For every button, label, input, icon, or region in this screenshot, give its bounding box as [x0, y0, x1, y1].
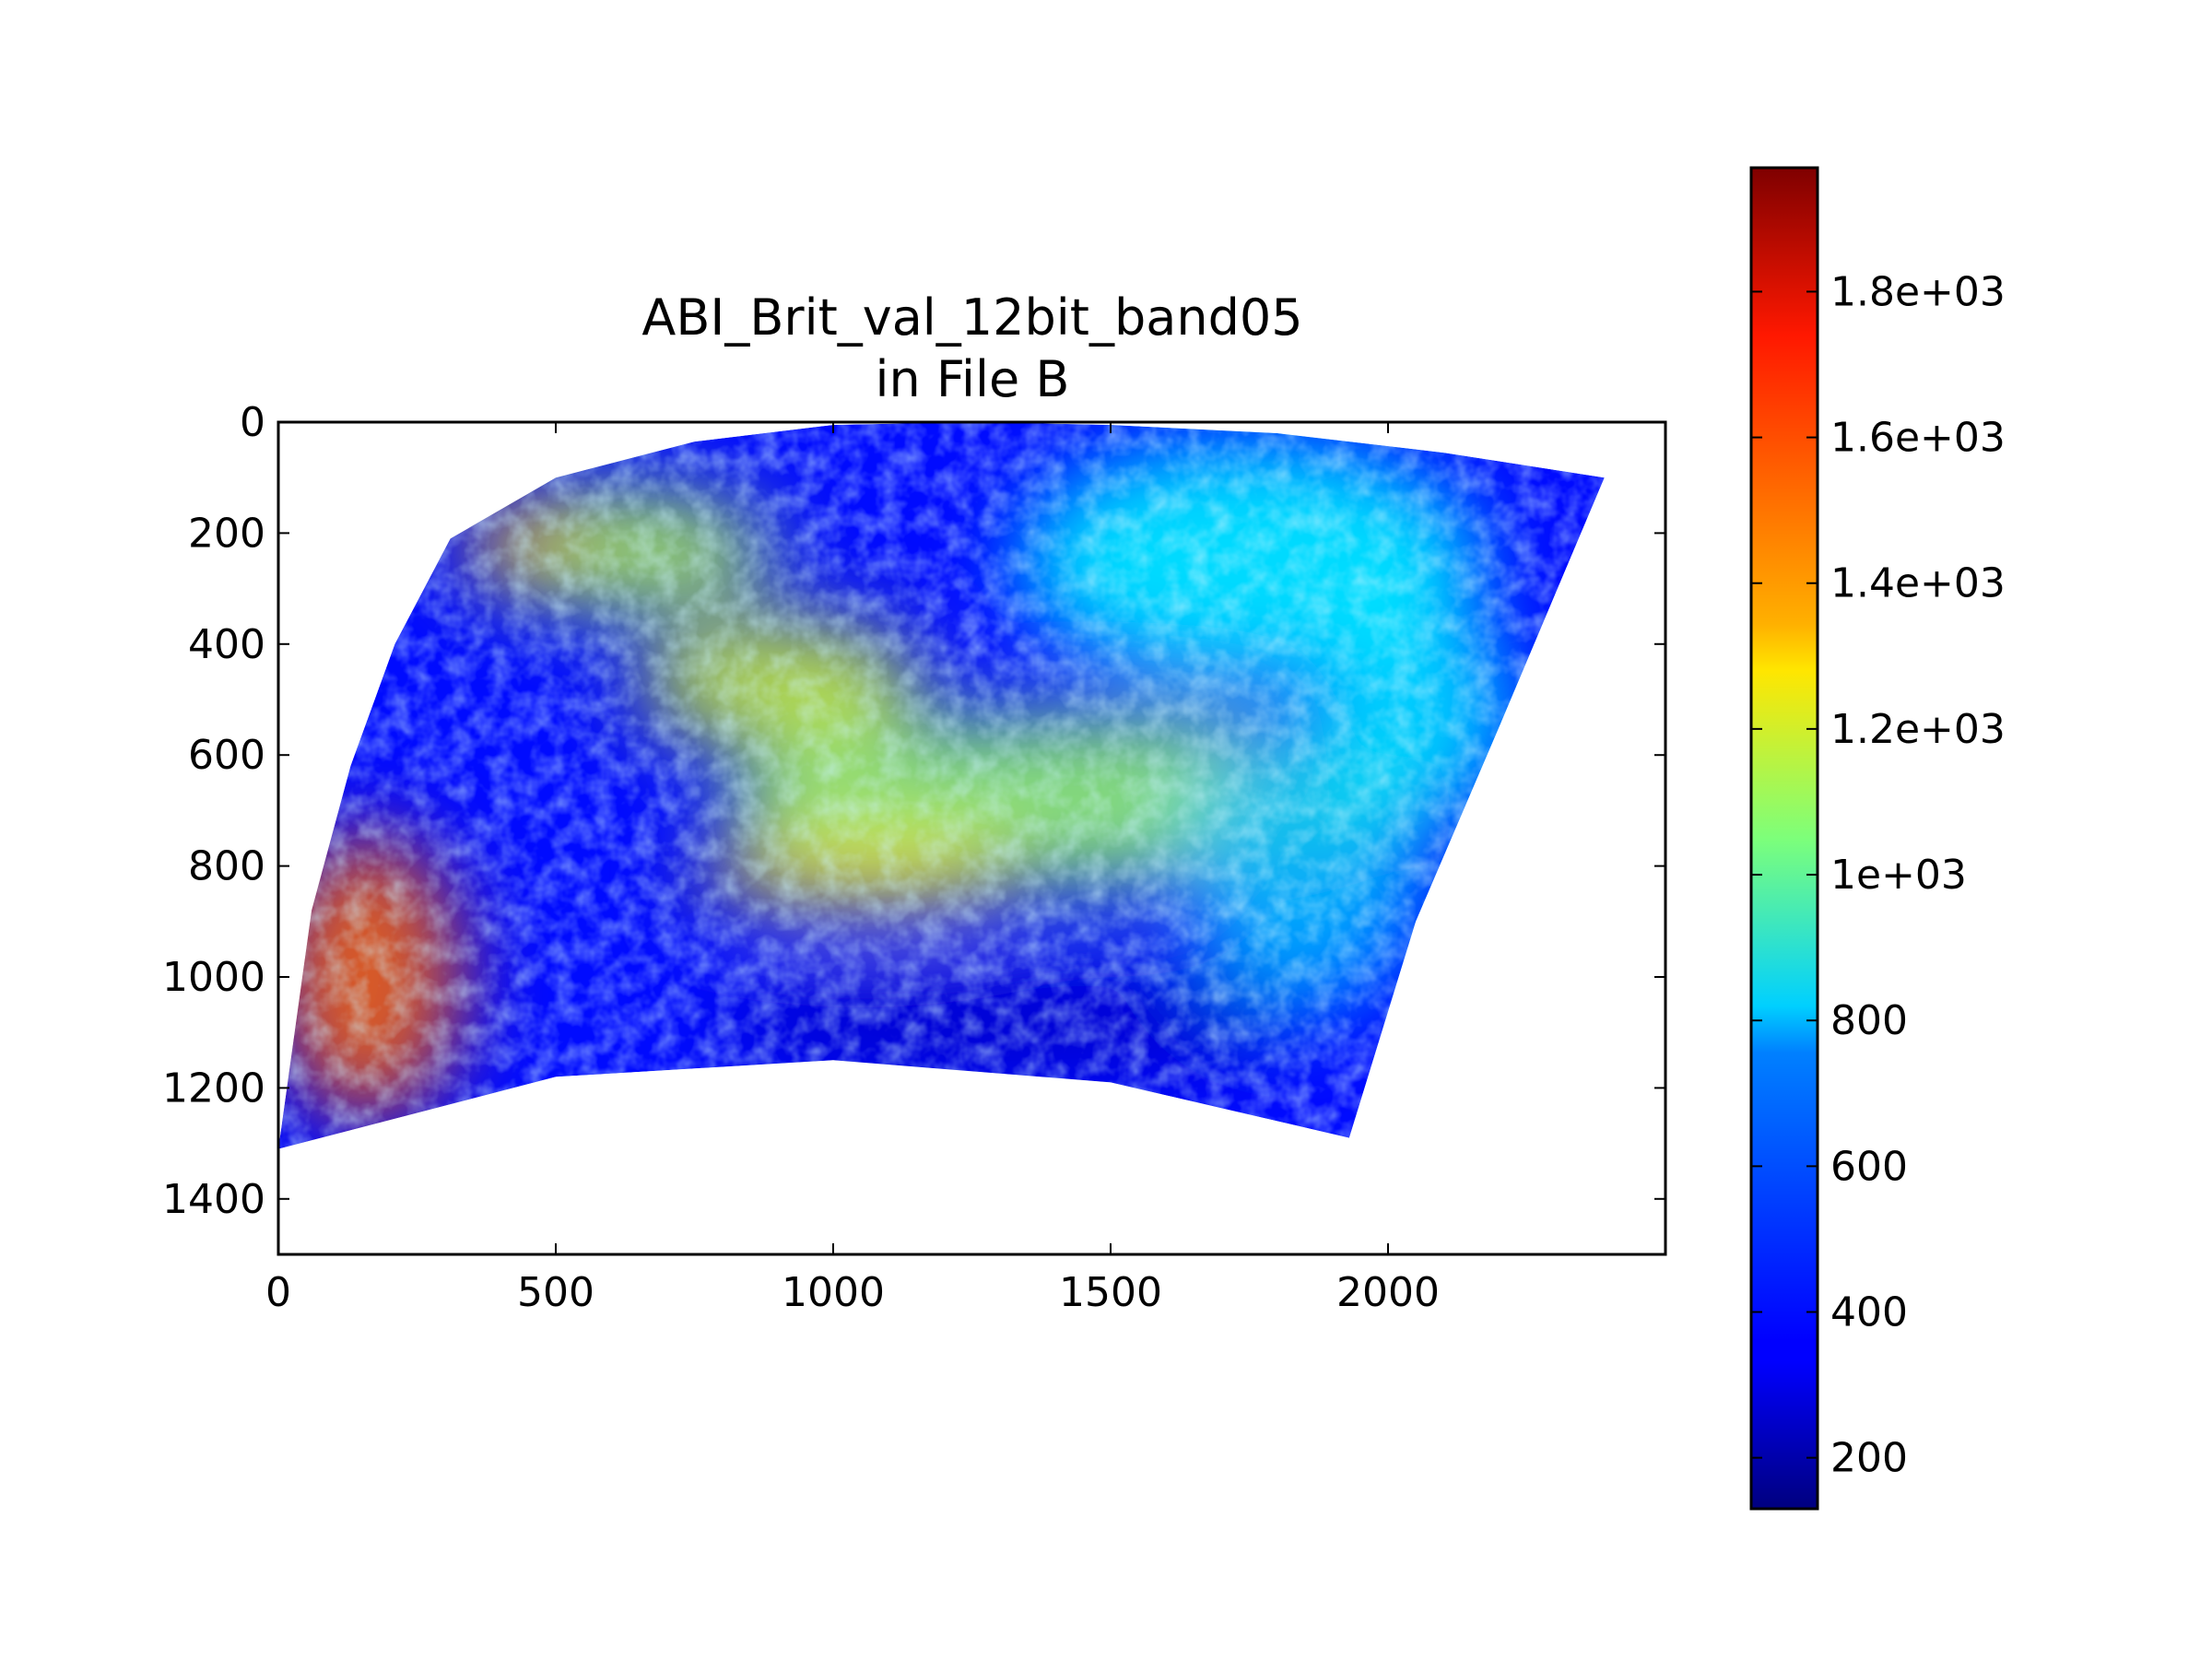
y-tick-label: 1000 — [162, 954, 265, 1001]
colorbar-tick-label: 1.6e+03 — [1830, 415, 2006, 462]
chart-subtitle: in File B — [876, 350, 1070, 408]
y-tick-label: 200 — [188, 510, 265, 557]
y-tick-label: 400 — [188, 621, 265, 668]
x-axis: 0 500 1000 1500 2000 — [265, 422, 1440, 1316]
y-tick-label: 800 — [188, 843, 265, 890]
colorbar-tick-label: 1.4e+03 — [1830, 560, 2006, 607]
x-tick-label: 2000 — [1336, 1269, 1440, 1316]
colorbar-tick-label: 1.2e+03 — [1830, 706, 2006, 753]
colorbar-tick-label: 1e+03 — [1830, 852, 1967, 899]
x-tick-label: 0 — [265, 1269, 291, 1316]
chart-title: ABI_Brit_val_12bit_band05 — [641, 288, 1302, 347]
colorbar-tick-label: 200 — [1830, 1435, 1908, 1482]
y-tick-label: 1400 — [162, 1176, 265, 1223]
y-tick-label: 0 — [240, 399, 265, 446]
image-texture — [278, 422, 1605, 1149]
colorbar-tick-label: 800 — [1830, 997, 1908, 1044]
x-tick-label: 1500 — [1059, 1269, 1162, 1316]
colorbar: 200 400 600 800 1e+03 1.2e+03 1.4e+03 1.6e+03 1.… — [1749, 166, 2006, 1511]
y-tick-label: 600 — [188, 732, 265, 779]
plot-frame — [276, 420, 1667, 1256]
satellite-image — [278, 422, 1605, 1149]
y-tick-label: 1200 — [162, 1065, 265, 1112]
colorbar-gradient — [1749, 166, 1819, 1511]
plot-area: 0 500 1000 1500 2000 0 200 400 600 800 1000 1200 14… — [162, 399, 1667, 1316]
colorbar-tick-label: 400 — [1830, 1288, 1908, 1335]
y-axis: 0 200 400 600 800 1000 1200 1400 — [162, 399, 1665, 1223]
colorbar-tick-label: 1.8e+03 — [1830, 268, 2006, 315]
x-tick-label: 1000 — [782, 1269, 885, 1316]
colorbar-tick-label: 600 — [1830, 1143, 1908, 1190]
x-tick-label: 500 — [517, 1269, 594, 1316]
